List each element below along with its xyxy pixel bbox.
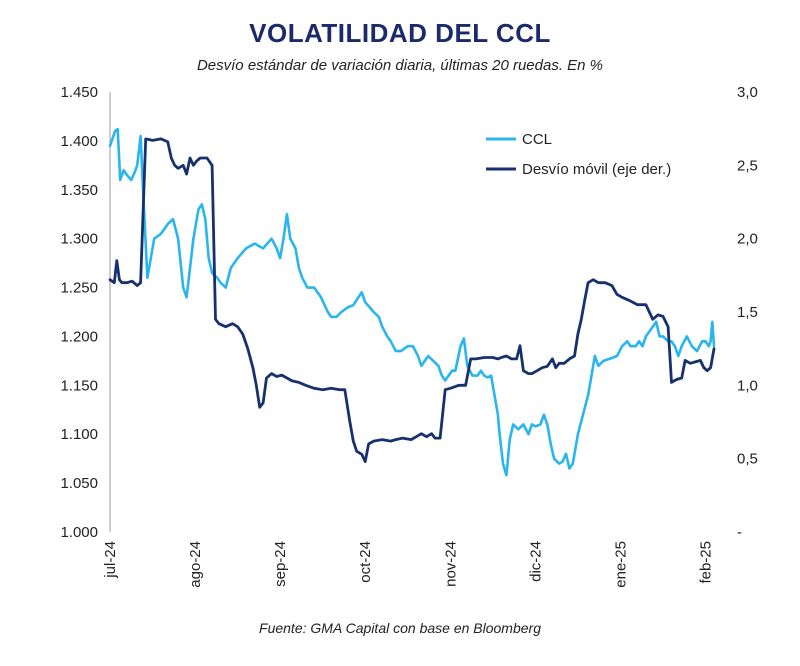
x-tick-label: nov-24 (442, 541, 459, 587)
x-tick-label: oct-24 (357, 541, 374, 583)
series-layer (108, 127, 716, 477)
left-axis-ticks: 1.450 1.400 1.350 1.300 1.250 1.200 1.150 1.100… (60, 84, 98, 541)
x-tick-label: dic-24 (527, 541, 544, 582)
series-line-ccl (108, 127, 716, 477)
right-tick-label: 3,0 (737, 84, 758, 101)
chart-title: VOLATILIDAD DEL CCL (249, 18, 551, 48)
right-tick-label: 1,0 (737, 377, 758, 394)
left-tick-label: 1.150 (60, 377, 98, 394)
right-tick-label: 0,5 (737, 451, 758, 468)
x-tick-label: jul-24 (102, 541, 119, 579)
left-tick-label: 1.000 (60, 524, 98, 541)
left-tick-label: 1.450 (60, 84, 98, 101)
x-tick-label: feb-25 (697, 541, 714, 584)
series-line-desvio-movil (108, 137, 716, 463)
left-tick-label: 1.200 (60, 328, 98, 345)
left-tick-label: 1.100 (60, 426, 98, 443)
left-tick-label: 1.050 (60, 475, 98, 492)
legend-label-desvio-movil: Desvío móvil (eje der.) (522, 161, 671, 178)
left-tick-label: 1.400 (60, 133, 98, 150)
right-axis-ticks: 3,0 2,5 2,0 1,5 1,0 0,5 - (737, 84, 758, 541)
right-tick-label: 2,5 (737, 157, 758, 174)
x-axis-ticks: jul-24 ago-24 sep-24 oct-24 nov-24 dic-24 ene-… (102, 541, 714, 588)
chart-subtitle: Desvío estándar de variación diaria, últ… (196, 57, 604, 74)
x-tick-label: ene-25 (612, 541, 629, 588)
legend-label-ccl: CCL (522, 131, 552, 148)
left-tick-label: 1.250 (60, 280, 98, 297)
x-tick-label: sep-24 (272, 541, 289, 587)
left-tick-label: 1.300 (60, 231, 98, 248)
right-tick-label: 1,5 (737, 304, 758, 321)
right-tick-label: - (737, 524, 742, 541)
legend: CCL Desvío móvil (eje der.) (486, 131, 671, 178)
left-tick-label: 1.350 (60, 182, 98, 199)
chart-source: Fuente: GMA Capital con base en Bloomber… (259, 620, 541, 636)
right-tick-label: 2,0 (737, 231, 758, 248)
x-tick-label: ago-24 (187, 541, 204, 588)
